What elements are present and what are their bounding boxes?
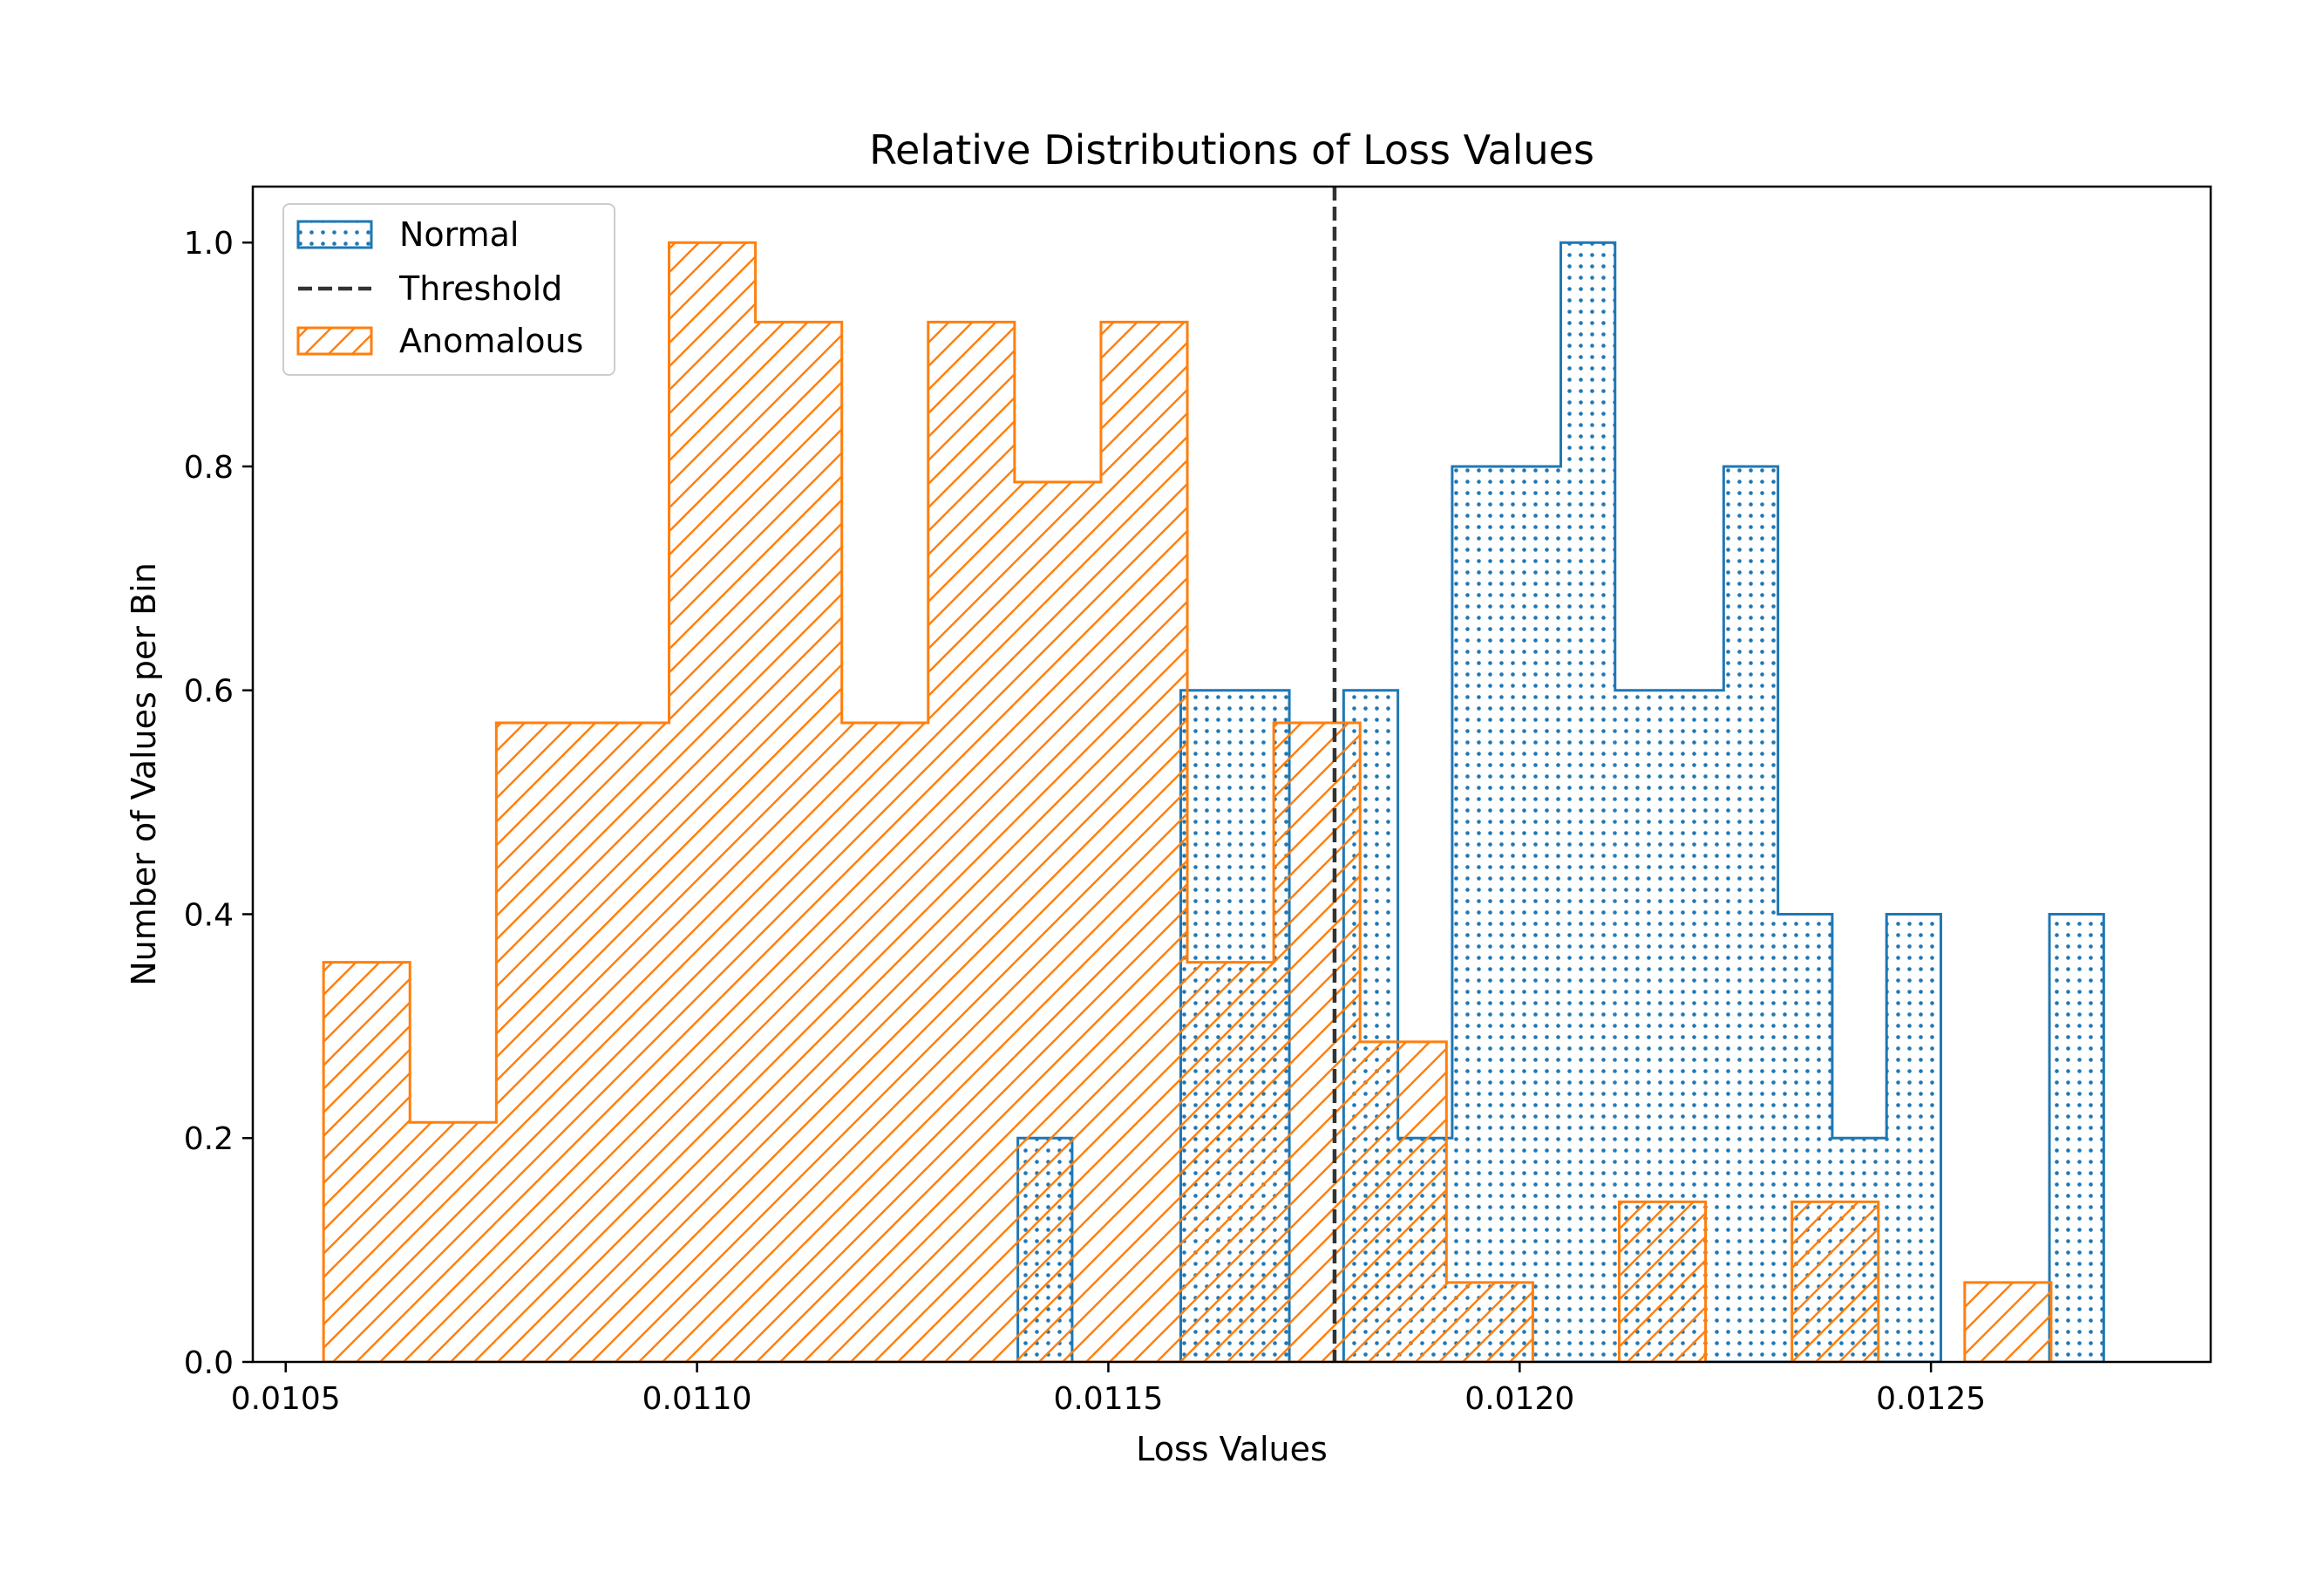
plot-frame xyxy=(251,185,2212,1364)
chart-title: Relative Distributions of Loss Values xyxy=(869,126,1594,174)
anomalous-bin-10 xyxy=(1274,722,1361,1362)
x-tick-label: 0.0110 xyxy=(642,1381,752,1417)
anomalous-bin-1 xyxy=(410,1122,497,1362)
normal-bin-10 xyxy=(1886,914,1941,1362)
anomalous-outline xyxy=(322,241,2053,1362)
y-axis-label: Number of Values per Bin xyxy=(125,562,163,986)
x-axis: 0.0105 0.0110 0.0115 0.0120 0.0125 xyxy=(231,1362,1986,1417)
anomalous-bin-8 xyxy=(1100,322,1188,1362)
legend-anomalous-swatch xyxy=(296,326,373,356)
legend-normal-swatch xyxy=(296,220,373,249)
x-axis-label: Loss Values xyxy=(1136,1430,1328,1468)
x-tick-label: 0.0105 xyxy=(231,1381,341,1417)
legend-threshold-label: Threshold xyxy=(398,269,562,308)
legend: Normal Threshold Anomalous xyxy=(282,203,615,376)
anomalous-bin-15 xyxy=(1964,1282,2051,1362)
legend-normal-label: Normal xyxy=(399,215,520,254)
anomalous-series xyxy=(322,241,2053,1362)
y-tick-label: 0.4 xyxy=(184,897,234,933)
normal-bin-5 xyxy=(1560,242,1615,1362)
y-tick-label: 0.0 xyxy=(184,1345,234,1381)
anomalous-bin-13 xyxy=(1619,1202,1706,1362)
anomalous-bin-2 xyxy=(496,722,669,1362)
anomalous-bin-9 xyxy=(1187,962,1274,1362)
y-tick-label: 0.8 xyxy=(184,450,234,486)
anomalous-bin-0 xyxy=(323,962,411,1362)
anomalous-bin-11 xyxy=(1360,1041,1447,1362)
x-tick-label: 0.0125 xyxy=(1876,1381,1986,1417)
y-tick-label: 0.6 xyxy=(184,674,234,710)
y-axis: 0.0 0.2 0.4 0.6 0.8 1.0 xyxy=(184,226,253,1381)
y-tick-label: 0.2 xyxy=(184,1121,234,1157)
anomalous-bin-5 xyxy=(841,722,928,1362)
anomalous-bin-12 xyxy=(1446,1282,1533,1362)
anomalous-bin-3 xyxy=(669,242,756,1362)
anomalous-bin-7 xyxy=(1014,481,1101,1362)
normal-bin-4 xyxy=(1451,466,1561,1362)
normal-bin-11 xyxy=(2049,914,2104,1362)
y-tick-label: 1.0 xyxy=(184,226,234,262)
legend-anomalous-label: Anomalous xyxy=(399,322,583,360)
x-tick-label: 0.0115 xyxy=(1053,1381,1163,1417)
anomalous-bin-14 xyxy=(1791,1202,1879,1362)
anomalous-bin-4 xyxy=(755,322,842,1362)
normal-bin-7 xyxy=(1723,466,1778,1362)
x-tick-label: 0.0120 xyxy=(1464,1381,1574,1417)
anomalous-bin-6 xyxy=(928,322,1015,1362)
